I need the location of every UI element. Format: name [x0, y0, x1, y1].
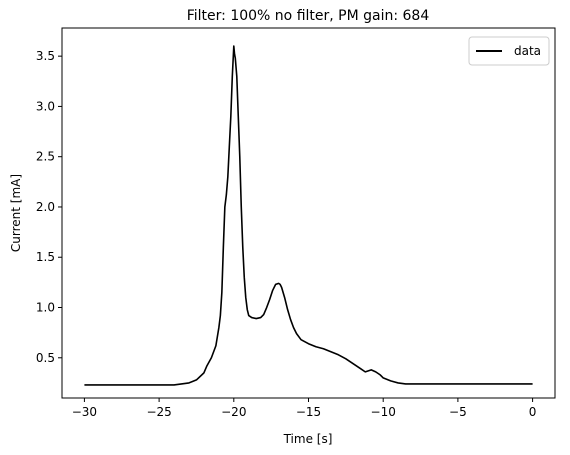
y-axis-label: Current [mA] [9, 174, 23, 252]
legend-label-data: data [514, 44, 541, 58]
x-tick-label: −5 [449, 405, 467, 419]
y-axis-ticks: 0.5 1.0 1.5 2.0 2.5 3.0 3.5 [36, 49, 62, 365]
x-tick-label: −10 [371, 405, 396, 419]
chart-title: Filter: 100% no filter, PM gain: 684 [187, 8, 430, 24]
y-tick-label: 0.5 [36, 351, 55, 365]
x-tick-label: −25 [146, 405, 171, 419]
plot-area [61, 27, 556, 399]
y-tick-label: 3.0 [36, 99, 55, 113]
x-tick-label: 0 [529, 405, 537, 419]
y-tick-label: 1.5 [36, 250, 55, 264]
legend: data [468, 36, 550, 66]
series-line-0 [84, 45, 533, 386]
y-tick-label: 2.5 [36, 150, 55, 164]
legend-box [468, 36, 550, 66]
x-tick-label: −20 [221, 405, 246, 419]
x-axis-label: Time [s] [283, 432, 333, 446]
x-axis-ticks: −30 −25 −20 −15 −10 −5 0 [72, 398, 537, 419]
series-layer [84, 45, 533, 386]
y-tick-label: 1.0 [36, 301, 55, 315]
y-tick-label: 2.0 [36, 200, 55, 214]
x-tick-label: −15 [296, 405, 321, 419]
y-tick-label: 3.5 [36, 49, 55, 63]
plot-frame [61, 27, 556, 399]
x-tick-label: −30 [72, 405, 97, 419]
